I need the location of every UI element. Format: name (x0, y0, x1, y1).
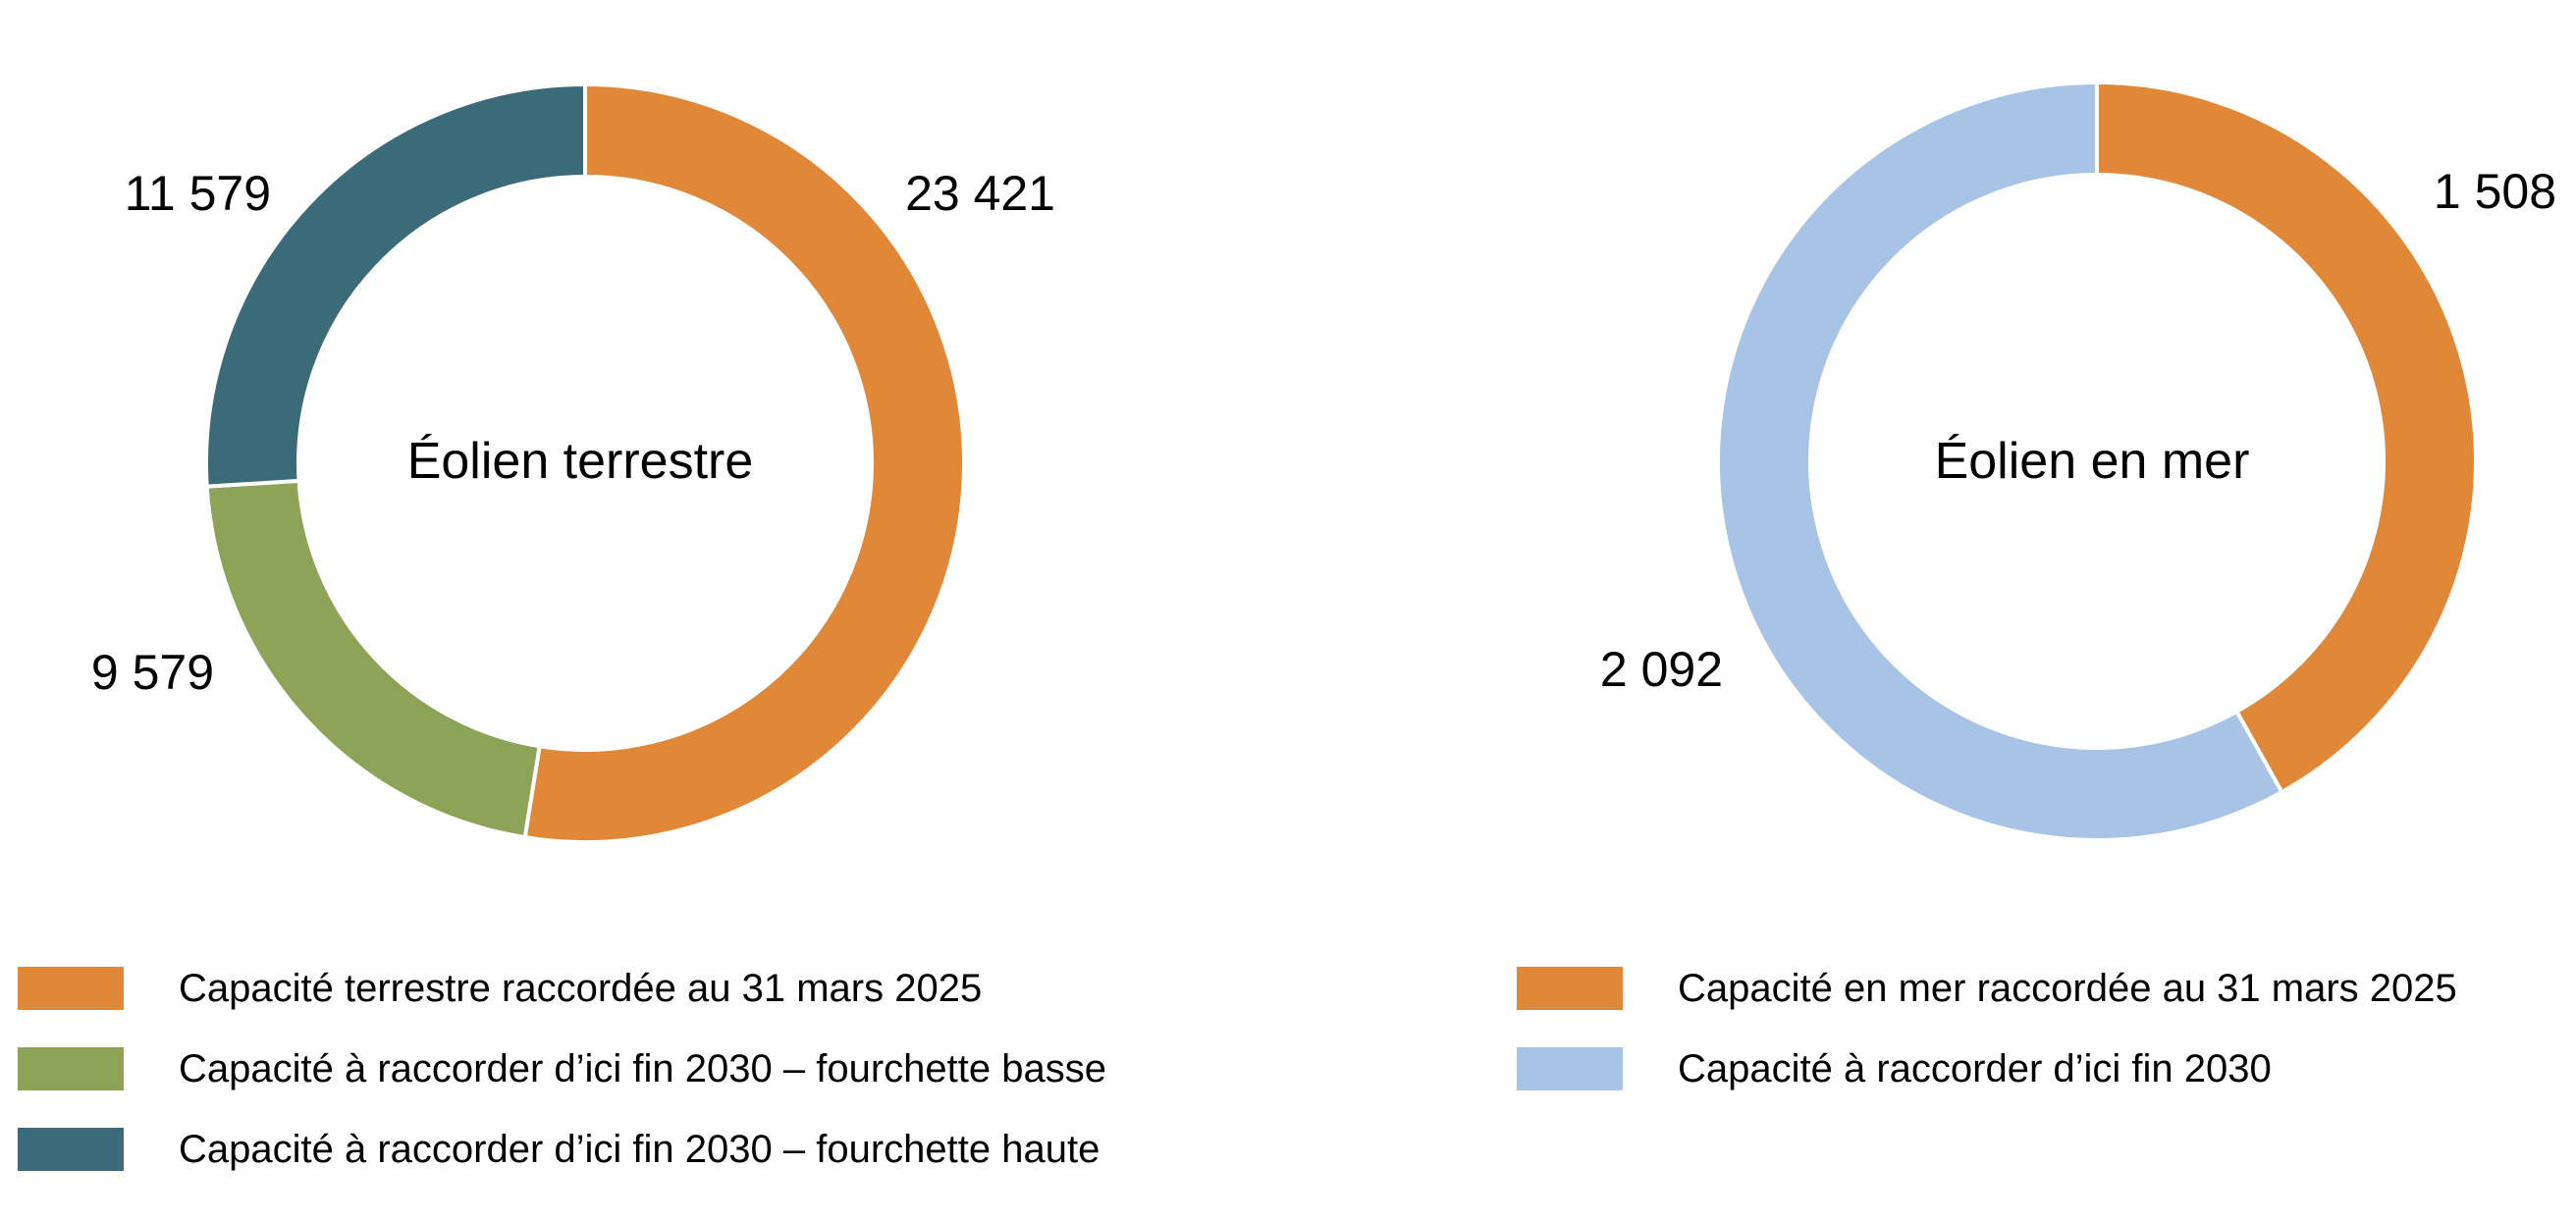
legend-label: Capacité à raccorder d’ici fin 2030 – fo… (179, 1128, 1100, 1171)
data-label-value: 9 579 (91, 645, 214, 700)
donut-slice-capacite-terrestre-raccordee-au-31-mars- (522, 81, 966, 844)
data-label-value: 11 579 (125, 166, 271, 221)
donut-slice-capacite-a-raccorder-d-ici-fin-2030-four (204, 81, 587, 489)
legend-swatch (1517, 1047, 1623, 1090)
donut-chart-eolien-en-mer: 1 508 2 092 Éolien en mer (1600, 80, 2556, 842)
donut-slice-capacite-a-raccorder-d-ici-fin-2030 (1716, 80, 2285, 842)
legend-swatch (18, 967, 124, 1010)
data-label-value: 1 508 (2434, 164, 2556, 219)
donut-center-title: Éolien en mer (1935, 433, 2250, 490)
donut-slice-capacite-en-mer-raccordee-au-31-mars-202 (2095, 80, 2478, 795)
legend-swatch (1517, 967, 1623, 1010)
donut-slice-capacite-a-raccorder-d-ici-fin-2030-four (204, 478, 542, 840)
donut-center-title: Éolien terrestre (407, 433, 754, 490)
legend-label: Capacité terrestre raccordée au 31 mars … (179, 967, 983, 1010)
data-label-value: 23 421 (905, 166, 1055, 221)
legend-label: Capacité à raccorder d’ici fin 2030 – fo… (179, 1047, 1106, 1090)
legend-label: Capacité en mer raccordée au 31 mars 202… (1678, 967, 2457, 1010)
donut-chart-eolien-terrestre: 23 421 9 579 11 579 Éolien terrestre (91, 81, 1055, 844)
data-label-value: 2 092 (1600, 642, 1723, 697)
legend-swatch (18, 1128, 124, 1171)
legend-swatch (18, 1047, 124, 1090)
legend-label: Capacité à raccorder d’ici fin 2030 (1678, 1047, 2272, 1090)
